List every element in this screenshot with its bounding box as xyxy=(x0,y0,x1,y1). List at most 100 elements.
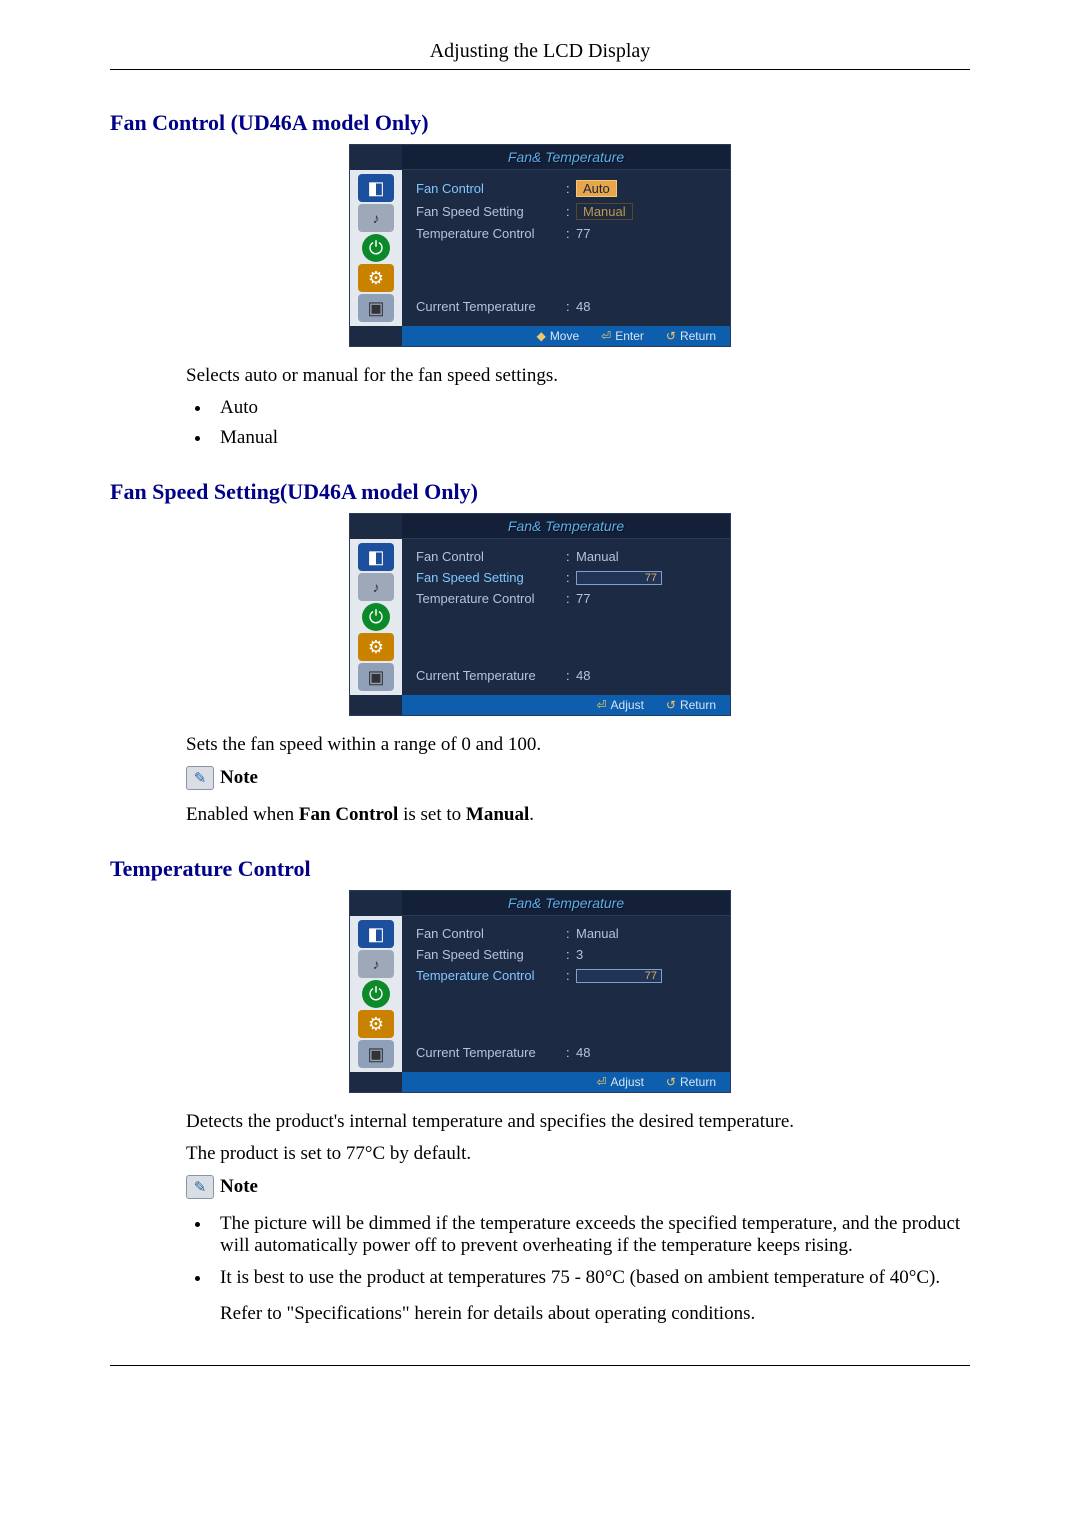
osd3-wrap: Fan& Temperature ◧ ♪ ⏻ ⚙ ▣ Fan Control :… xyxy=(110,890,970,1093)
opt-manual: Manual xyxy=(212,427,970,449)
picture-icon: ◧ xyxy=(358,174,394,202)
osd1-r1-value: Manual xyxy=(576,203,633,220)
note-item-0: The picture will be dimmed if the temper… xyxy=(212,1213,970,1257)
osd2-r1-label: Fan Speed Setting xyxy=(416,570,566,585)
return-text: Return xyxy=(680,1075,716,1089)
osd1-r0-label: Fan Control xyxy=(416,181,566,196)
adjust-text: Adjust xyxy=(611,1075,644,1089)
osd3-r0-label: Fan Control xyxy=(416,926,566,941)
return-text: Return xyxy=(680,698,716,712)
multi-icon: ▣ xyxy=(358,1040,394,1068)
enter-glyph: ⏎ xyxy=(601,329,611,343)
osd2-r0-value: Manual xyxy=(576,549,619,564)
osd1-r2-label: Temperature Control xyxy=(416,226,566,241)
power-icon: ⏻ xyxy=(362,980,390,1008)
note-label: Note xyxy=(220,1176,258,1198)
section2-heading: Fan Speed Setting(UD46A model Only) xyxy=(110,479,970,505)
section2-note-row: ✎ Note xyxy=(186,766,970,790)
osd2-title: Fan& Temperature xyxy=(402,514,730,539)
osd3-r2-label: Temperature Control xyxy=(416,968,566,983)
osd3-r2-slider: 77 xyxy=(576,969,662,983)
osd2-footer: ⏎ Adjust ↺ Return xyxy=(402,695,730,715)
note-item-1: It is best to use the product at tempera… xyxy=(212,1267,970,1325)
nb-b2: Manual xyxy=(466,804,529,825)
multi-icon: ▣ xyxy=(358,663,394,691)
section2-desc: Sets the fan speed within a range of 0 a… xyxy=(186,734,970,756)
osd2-r0-label: Fan Control xyxy=(416,549,566,564)
adjust-text: Adjust xyxy=(611,698,644,712)
osd2-ct-value: 48 xyxy=(576,668,590,683)
osd1-ct-value: 48 xyxy=(576,299,590,314)
section3-notes: The picture will be dimmed if the temper… xyxy=(186,1213,970,1325)
sound-icon: ♪ xyxy=(358,573,394,601)
return-glyph: ↺ xyxy=(666,1075,676,1089)
page-header: Adjusting the LCD Display xyxy=(110,40,970,70)
settings-icon: ⚙ xyxy=(358,633,394,661)
nb-post: . xyxy=(529,804,534,825)
osd3-content: Fan Control : Manual Fan Speed Setting :… xyxy=(402,916,730,1072)
note-item-1-text: It is best to use the product at tempera… xyxy=(220,1267,970,1289)
section3-note-row: ✎ Note xyxy=(186,1175,970,1199)
osd2-wrap: Fan& Temperature ◧ ♪ ⏻ ⚙ ▣ Fan Control :… xyxy=(110,513,970,716)
nb-b1: Fan Control xyxy=(299,804,398,825)
section1-desc: Selects auto or manual for the fan speed… xyxy=(186,365,970,387)
page: Adjusting the LCD Display Fan Control (U… xyxy=(0,0,1080,1426)
osd-iconbar: ◧ ♪ ⏻ ⚙ ▣ xyxy=(350,170,402,326)
osd3-ct-label: Current Temperature xyxy=(416,1045,566,1060)
osd2-ct-label: Current Temperature xyxy=(416,668,566,683)
settings-icon: ⚙ xyxy=(358,264,394,292)
osd3: Fan& Temperature ◧ ♪ ⏻ ⚙ ▣ Fan Control :… xyxy=(349,890,731,1093)
opt-auto: Auto xyxy=(212,397,970,419)
osd1-r2-value: 77 xyxy=(576,226,590,241)
sound-icon: ♪ xyxy=(358,204,394,232)
section3-heading: Temperature Control xyxy=(110,856,970,882)
adjust-glyph: ⏎ xyxy=(596,1075,606,1089)
osd3-ct-value: 48 xyxy=(576,1045,590,1060)
osd1: Fan& Temperature ◧ ♪ ⏻ ⚙ ▣ Fan Control :… xyxy=(349,144,731,347)
note-icon: ✎ xyxy=(186,766,214,790)
osd3-title: Fan& Temperature xyxy=(402,891,730,916)
section1-heading: Fan Control (UD46A model Only) xyxy=(110,110,970,136)
adjust-glyph: ⏎ xyxy=(596,698,606,712)
osd1-r0-value: Auto xyxy=(576,180,617,197)
settings-icon: ⚙ xyxy=(358,1010,394,1038)
osd1-footer: ◆ Move ⏎ Enter ↺ Return xyxy=(402,326,730,346)
osd-iconbar: ◧ ♪ ⏻ ⚙ ▣ xyxy=(350,916,402,1072)
osd1-content: Fan Control : Auto Fan Speed Setting : M… xyxy=(402,170,730,326)
picture-icon: ◧ xyxy=(358,920,394,948)
osd2: Fan& Temperature ◧ ♪ ⏻ ⚙ ▣ Fan Control :… xyxy=(349,513,731,716)
osd2-r2-value: 77 xyxy=(576,591,590,606)
section2-note-body: Enabled when Fan Control is set to Manua… xyxy=(186,804,970,826)
osd3-footer: ⏎ Adjust ↺ Return xyxy=(402,1072,730,1092)
picture-icon: ◧ xyxy=(358,543,394,571)
osd3-r1-label: Fan Speed Setting xyxy=(416,947,566,962)
return-text: Return xyxy=(680,329,716,343)
enter-text: Enter xyxy=(615,329,644,343)
move-glyph: ◆ xyxy=(537,329,546,343)
osd3-r0-value: Manual xyxy=(576,926,619,941)
osd1-r1-label: Fan Speed Setting xyxy=(416,204,566,219)
osd2-r1-slider: 77 xyxy=(576,571,662,585)
osd2-r2-label: Temperature Control xyxy=(416,591,566,606)
osd3-r1-value: 3 xyxy=(576,947,583,962)
nb-mid: is set to xyxy=(398,804,466,825)
osd2-content: Fan Control : Manual Fan Speed Setting :… xyxy=(402,539,730,695)
sound-icon: ♪ xyxy=(358,950,394,978)
section1-options: Auto Manual xyxy=(186,397,970,449)
power-icon: ⏻ xyxy=(362,603,390,631)
note-item-2-text: Refer to "Specifications" herein for det… xyxy=(220,1303,970,1325)
move-text: Move xyxy=(550,329,579,343)
section3-desc1: Detects the product's internal temperatu… xyxy=(186,1111,970,1133)
footer-rule xyxy=(110,1365,970,1366)
return-glyph: ↺ xyxy=(666,698,676,712)
return-glyph: ↺ xyxy=(666,329,676,343)
osd-iconbar: ◧ ♪ ⏻ ⚙ ▣ xyxy=(350,539,402,695)
osd1-ct-label: Current Temperature xyxy=(416,299,566,314)
nb-pre: Enabled when xyxy=(186,804,299,825)
note-icon: ✎ xyxy=(186,1175,214,1199)
osd1-title: Fan& Temperature xyxy=(402,145,730,170)
note-label: Note xyxy=(220,767,258,789)
multi-icon: ▣ xyxy=(358,294,394,322)
power-icon: ⏻ xyxy=(362,234,390,262)
osd1-wrap: Fan& Temperature ◧ ♪ ⏻ ⚙ ▣ Fan Control :… xyxy=(110,144,970,347)
